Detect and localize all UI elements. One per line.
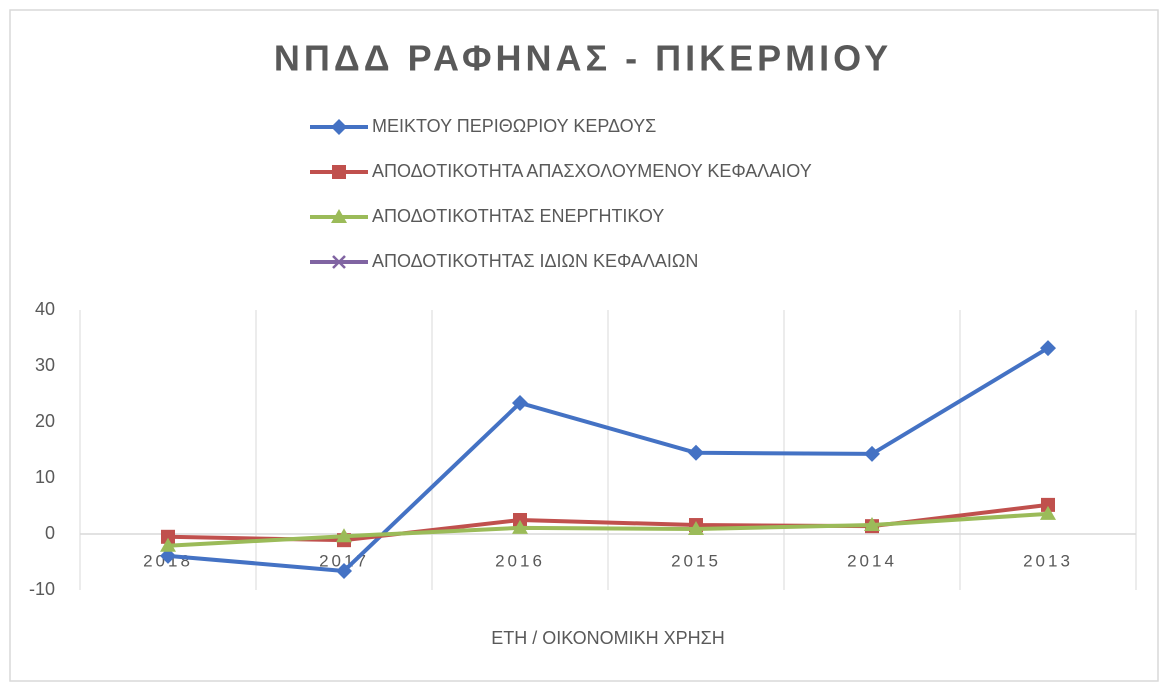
x-tick-label: 2017 [319,551,369,570]
chart-title: ΝΠΔΔ ΡΑΦΗΝΑΣ - ΠΙΚΕΡΜΙΟΥ [274,38,892,79]
marker [688,444,704,461]
x-tick-label: 2013 [1023,551,1073,570]
x-tick-label: 2015 [671,551,721,570]
series-line [167,346,1050,573]
series-line [167,511,1049,548]
marker [512,519,528,534]
marker [160,547,176,564]
legend-label: ΑΠΟΔΟΤΙΚΟΤΗΤΑ ΑΠΑΣΧΟΛΟΥΜΕΝΟΥ ΚΕΦΑΛΑΙΟΥ [372,161,812,181]
marker [1040,505,1056,520]
marker [1040,340,1056,357]
x-tick-label: 2016 [495,551,545,570]
marker [864,517,880,532]
marker [161,529,175,544]
legend-label: ΑΠΟΔΟΤΙΚΟΤΗΤΑΣ ΙΔΙΩΝ ΚΕΦΑΛΑΙΩΝ [372,251,698,271]
legend-label: ΜΕΙΚΤΟΥ ΠΕΡΙΘΩΡΙΟΥ ΚΕΡΔΟΥΣ [372,116,656,136]
y-tick-label: -10 [29,579,55,599]
legend-marker [332,165,346,179]
y-tick-label: 20 [35,411,55,431]
marker [512,394,528,411]
x-axis-title: ΕΤΗ / ΟΙΚΟΝΟΜΙΚΗ ΧΡΗΣΗ [491,628,725,648]
legend-label: ΑΠΟΔΟΤΙΚΟΤΗΤΑΣ ΕΝΕΡΓΗΤΙΚΟΥ [372,206,664,226]
y-tick-label: 10 [35,467,55,487]
chart-frame [9,9,1159,682]
y-tick-label: 0 [45,523,55,543]
marker [688,520,704,535]
y-tick-label: 30 [35,355,55,375]
y-tick-label: 40 [35,299,55,319]
legend-marker [331,119,347,135]
legend-marker [332,255,346,269]
marker [1041,497,1055,512]
marker [864,445,880,462]
marker [336,562,352,579]
marker [160,537,176,552]
x-tick-label: 2014 [847,551,897,570]
legend-marker [331,209,347,223]
marker [336,528,352,543]
